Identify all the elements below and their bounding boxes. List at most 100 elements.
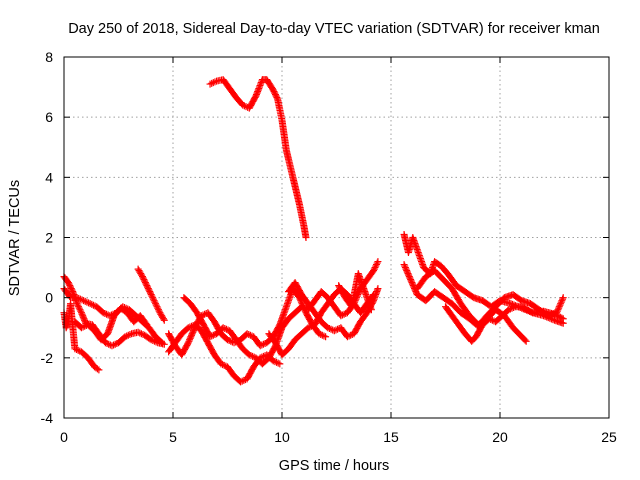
data-point xyxy=(271,89,279,97)
data-point xyxy=(68,286,76,294)
data-point xyxy=(123,332,131,340)
data-point xyxy=(143,321,151,329)
data-point xyxy=(245,331,253,339)
grid-lines xyxy=(64,57,609,418)
data-point xyxy=(546,314,554,322)
data-point xyxy=(73,294,81,302)
data-point xyxy=(139,331,147,339)
data-point xyxy=(160,316,168,324)
data-point xyxy=(77,307,85,315)
data-point xyxy=(557,298,565,306)
data-point xyxy=(345,332,353,340)
data-point xyxy=(189,327,197,335)
data-point xyxy=(547,315,555,323)
x-tick-label: 25 xyxy=(601,429,617,445)
y-tick-label: 6 xyxy=(45,109,53,125)
data-point xyxy=(75,304,83,312)
data-point xyxy=(151,298,159,306)
data-point xyxy=(209,79,217,87)
data-point xyxy=(208,332,216,340)
data-point xyxy=(143,282,151,290)
data-point xyxy=(256,342,264,350)
data-point xyxy=(412,288,420,296)
data-point xyxy=(139,274,147,282)
axis-ticks: 0 5 10 15 20 25 -4 -2 0 2 4 6 8 xyxy=(41,49,617,445)
data-point xyxy=(559,319,567,327)
data-point xyxy=(372,261,380,269)
data-point xyxy=(78,296,86,304)
data-point xyxy=(405,273,413,281)
data-point xyxy=(111,340,119,348)
data-point xyxy=(505,306,513,314)
data-point xyxy=(158,339,166,347)
data-point xyxy=(405,271,413,279)
data-point xyxy=(408,279,416,287)
y-tick-label: 2 xyxy=(45,230,53,246)
data-point xyxy=(549,316,557,324)
data-point xyxy=(367,306,375,314)
data-point xyxy=(403,267,411,275)
data-point xyxy=(74,346,82,354)
data-point xyxy=(105,340,113,348)
data-point xyxy=(259,340,267,348)
data-point xyxy=(555,303,563,311)
y-tick-label: 4 xyxy=(45,169,53,185)
data-point xyxy=(510,303,518,311)
data-point xyxy=(147,291,155,299)
data-point xyxy=(103,340,111,348)
data-point xyxy=(553,309,561,317)
data-point xyxy=(108,342,116,350)
data-point xyxy=(271,358,279,366)
data-point xyxy=(217,360,225,368)
data-point xyxy=(145,286,153,294)
y-tick-label: 0 xyxy=(45,290,53,306)
data-point xyxy=(77,309,85,317)
data-point xyxy=(88,300,96,308)
data-point xyxy=(86,300,94,308)
data-point xyxy=(224,336,231,344)
data-point xyxy=(318,331,326,339)
data-point xyxy=(225,337,233,345)
x-tick-label: 0 xyxy=(60,429,68,445)
data-point xyxy=(211,78,219,86)
data-point xyxy=(154,304,162,312)
data-point xyxy=(246,331,254,339)
data-point xyxy=(521,336,529,344)
data-point xyxy=(79,323,87,331)
data-point xyxy=(372,262,380,270)
data-point xyxy=(149,294,157,302)
data-point xyxy=(298,303,306,311)
data-point xyxy=(237,378,245,386)
data-point xyxy=(272,92,280,100)
data-point xyxy=(559,295,567,303)
data-point xyxy=(189,328,197,336)
data-point xyxy=(315,330,323,338)
data-point xyxy=(138,273,146,281)
data-point xyxy=(126,331,134,339)
series-arc9 xyxy=(134,265,168,324)
y-tick-label: -2 xyxy=(41,350,54,366)
data-point xyxy=(185,337,193,345)
data-point xyxy=(406,274,414,282)
data-point xyxy=(555,304,563,312)
y-axis-label: SDTVAR / TECUs xyxy=(7,180,23,296)
data-point xyxy=(71,345,79,353)
data-point xyxy=(80,315,88,323)
data-point xyxy=(343,333,351,341)
data-point xyxy=(146,335,154,343)
data-point xyxy=(485,315,493,323)
data-point xyxy=(142,280,150,288)
data-point xyxy=(238,377,246,385)
series-arc1 xyxy=(206,76,310,241)
data-point xyxy=(269,86,277,94)
data-point xyxy=(247,352,255,360)
data-point xyxy=(76,306,84,314)
data-point xyxy=(142,319,150,327)
data-point xyxy=(79,313,87,321)
data-point xyxy=(325,325,333,333)
data-point xyxy=(149,295,157,303)
data-point xyxy=(374,258,382,266)
data-point xyxy=(374,285,382,293)
data-point xyxy=(317,331,325,339)
data-point xyxy=(75,294,83,302)
